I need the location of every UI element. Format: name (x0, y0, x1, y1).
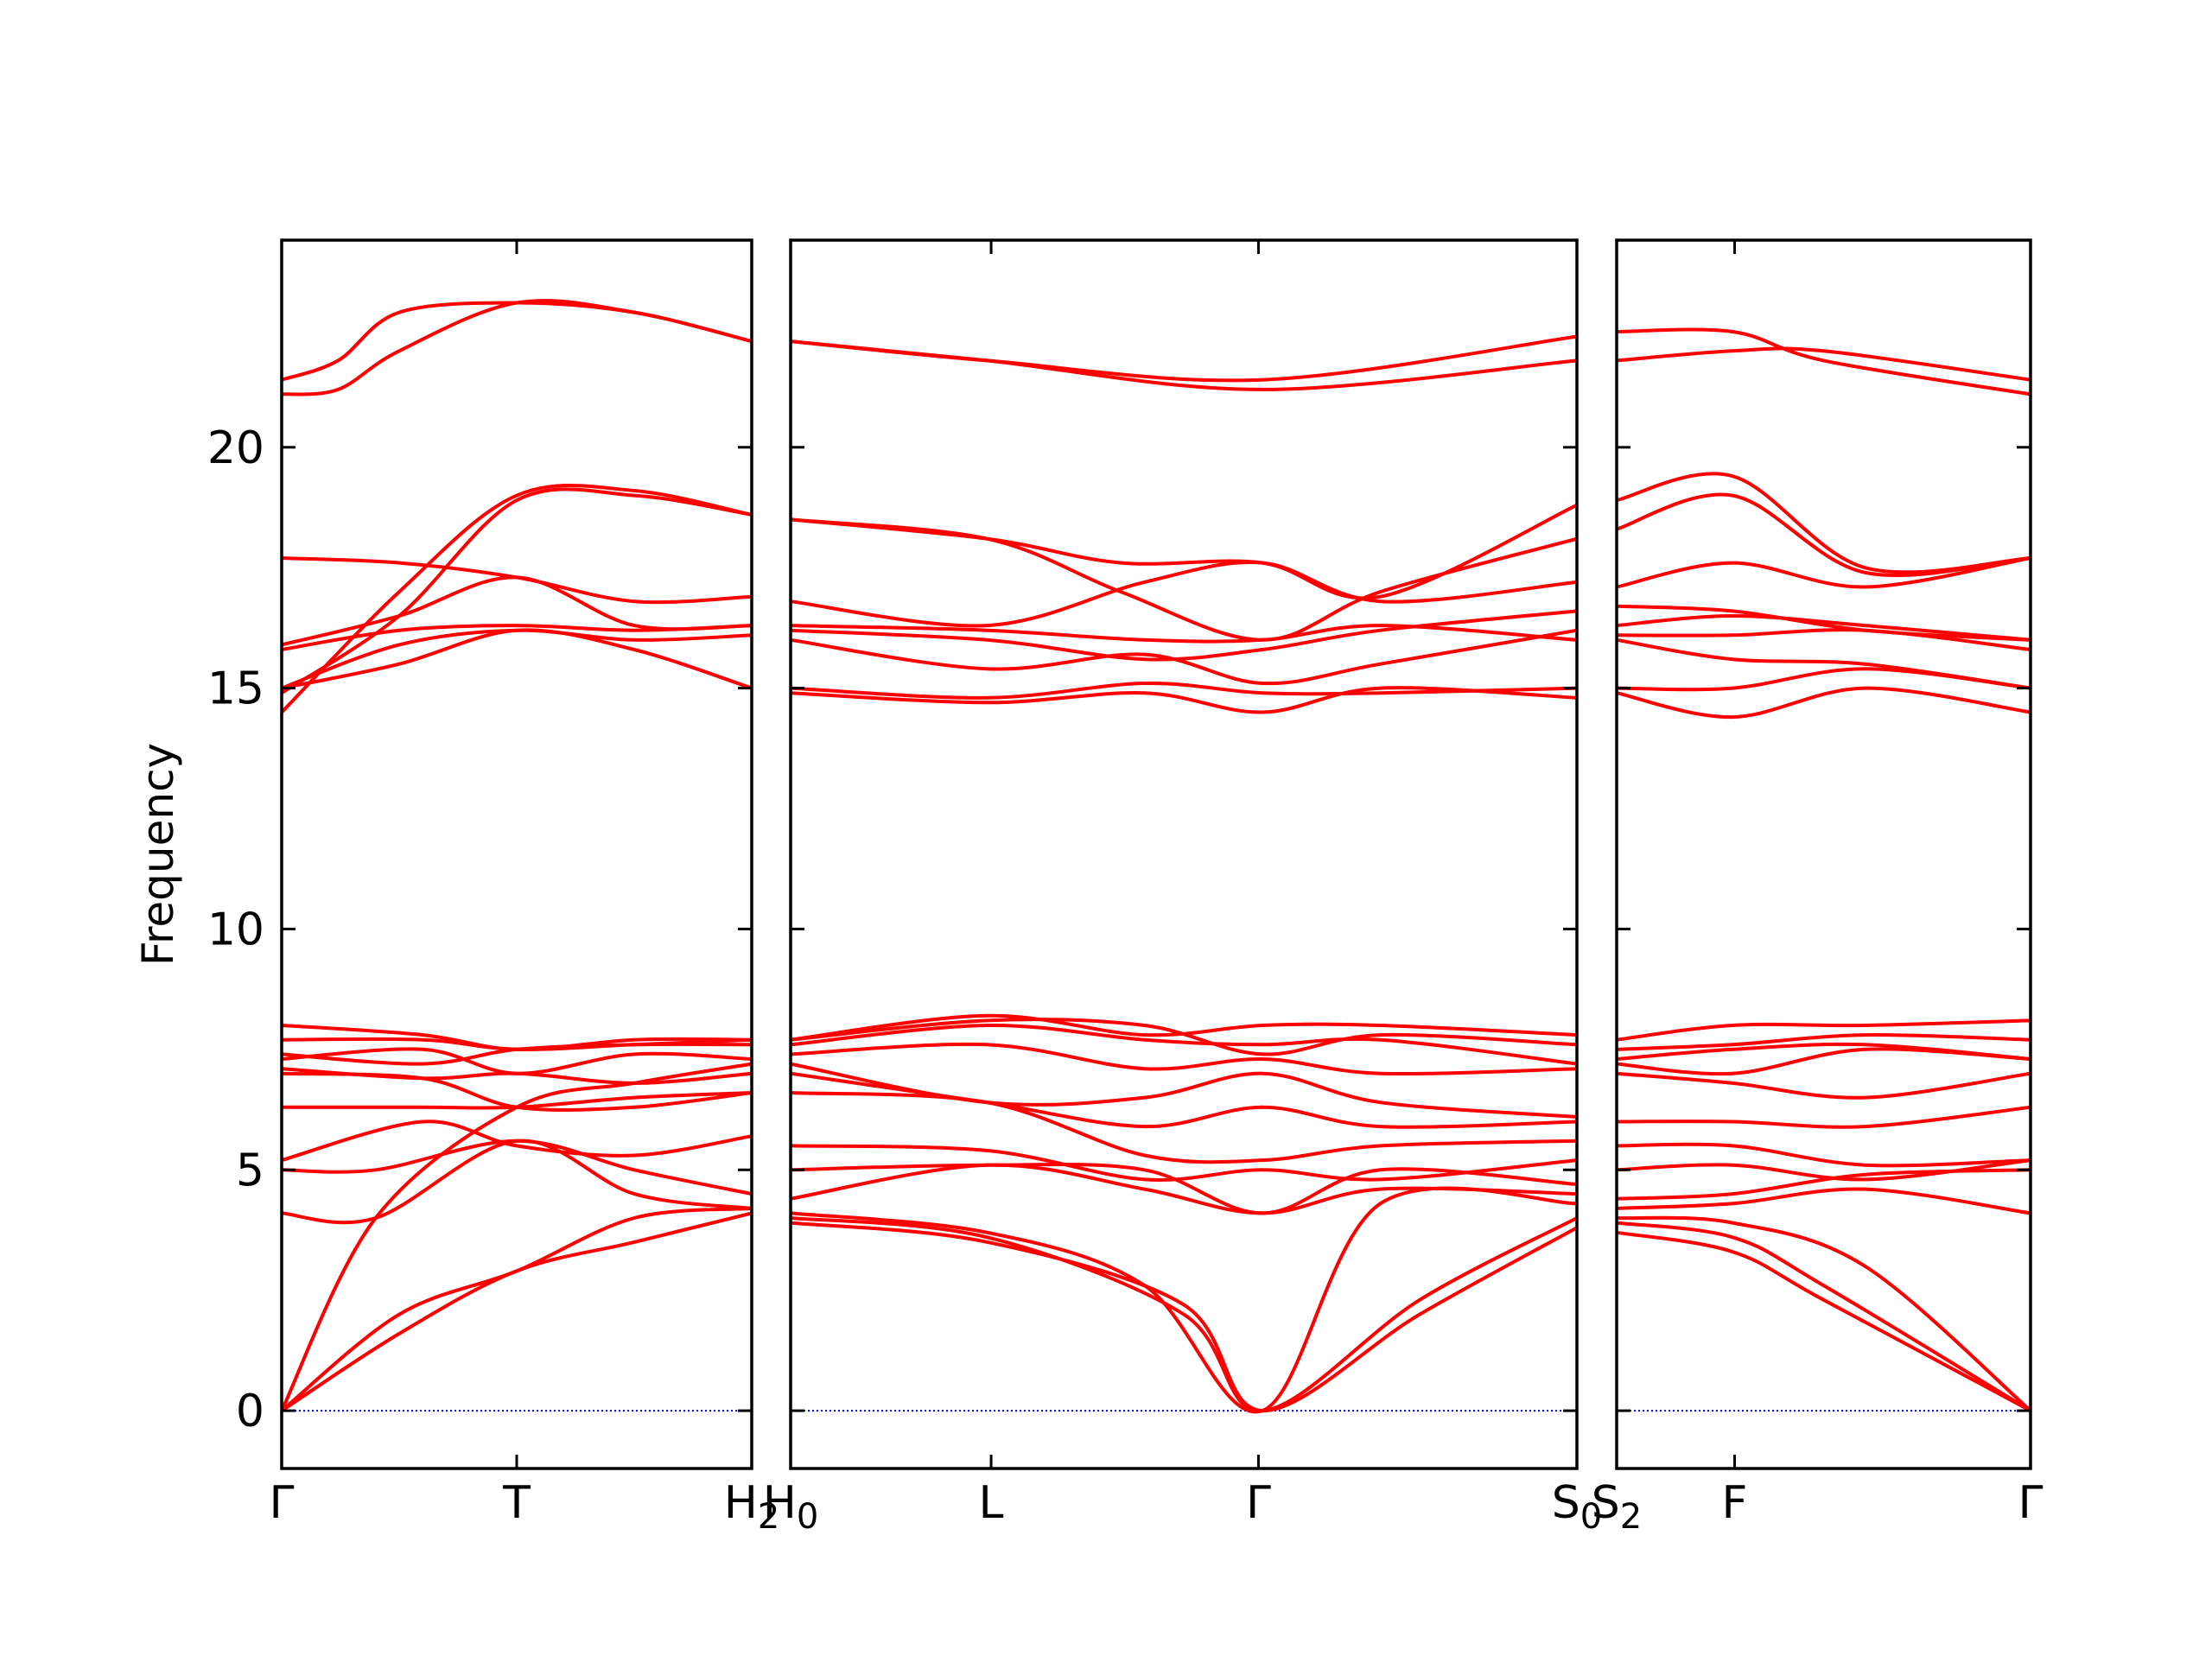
band-line (790, 1186, 1578, 1414)
band-line (790, 1216, 1578, 1413)
band-line (280, 487, 753, 695)
band-line (790, 1071, 1578, 1129)
band-line (281, 1120, 753, 1163)
band-line (790, 1162, 1578, 1215)
band-line (1616, 1187, 2031, 1215)
band-line (790, 503, 1578, 600)
panel-1: Γ T H2 (270, 238, 779, 1537)
y-tick-label: 10 (207, 904, 264, 955)
band-line (1616, 1168, 2031, 1201)
y-axis-label: Frequency (133, 743, 183, 966)
band-line (790, 1023, 1578, 1066)
x-tick-label: Γ (1246, 1477, 1271, 1529)
x-tick-label: H0 (763, 1477, 819, 1537)
band-line (281, 628, 753, 690)
band-line (281, 575, 753, 647)
y-tick-label: 0 (236, 1386, 264, 1437)
band-line (790, 1042, 1578, 1076)
band-line (790, 561, 1578, 628)
band-line (280, 1211, 753, 1412)
band-line (1616, 472, 2031, 574)
band-line (790, 1018, 1578, 1056)
x-tick-subscript: 0 (1580, 1497, 1602, 1537)
band-line (1616, 638, 2031, 690)
band-line (1616, 1018, 2031, 1042)
x-tick-label: F (1722, 1477, 1748, 1529)
x-tick-label: Γ (2018, 1477, 2044, 1529)
band-line (1616, 492, 2031, 577)
panel-frame (1615, 238, 2032, 1470)
band-line (1616, 686, 2031, 720)
y-tick-label: 5 (236, 1145, 264, 1196)
band-line (790, 686, 1578, 714)
band-line (1616, 1105, 2031, 1129)
band-line (1616, 1215, 2032, 1412)
band-line (1616, 556, 2031, 589)
band-line (790, 1144, 1578, 1182)
band-line (790, 517, 1578, 642)
band-line (280, 1062, 753, 1411)
band-line (281, 301, 753, 382)
band-line (1616, 327, 2031, 396)
band-line (790, 339, 1578, 391)
band-line (281, 1139, 753, 1196)
x-tick-subscript: 2 (758, 1497, 779, 1537)
band-line (281, 1024, 753, 1051)
band-line (1616, 1221, 2032, 1412)
band-line (1616, 1071, 2031, 1100)
x-tick-subscript: 0 (797, 1497, 818, 1537)
band-line (1616, 1158, 2031, 1182)
panel-2: H0 L Γ S0 (763, 238, 1602, 1537)
x-tick-label: S2 (1592, 1477, 1642, 1537)
band-line (1616, 614, 2031, 642)
y-tick-label: 20 (207, 422, 264, 474)
band-line (790, 624, 1578, 644)
band-line (1616, 628, 2031, 651)
band-line (281, 1047, 753, 1075)
x-tick-label: Γ (270, 1477, 295, 1529)
band-line (1616, 604, 2031, 642)
band-line (790, 628, 1578, 686)
band-line (1616, 1230, 2031, 1412)
band-line (790, 1062, 1578, 1119)
band-line (280, 484, 753, 714)
x-tick-label: L (979, 1477, 1004, 1529)
band-line (790, 1013, 1578, 1042)
x-tick-label: T (502, 1477, 531, 1529)
band-line (1616, 346, 2031, 382)
band-line (1616, 1033, 2031, 1051)
band-line (281, 556, 753, 605)
band-line (1616, 1042, 2031, 1061)
band-line (790, 1221, 1578, 1413)
band-line (280, 1206, 753, 1412)
band-line (790, 681, 1578, 700)
band-line (790, 1163, 1578, 1215)
panel-frame (789, 238, 1579, 1470)
y-tick-label: 15 (207, 663, 264, 715)
x-tick-subscript: 2 (1620, 1497, 1642, 1537)
band-line (1616, 1142, 2031, 1168)
panel-frame (280, 238, 753, 1470)
panel-3: S2 F Γ (1592, 238, 2044, 1537)
